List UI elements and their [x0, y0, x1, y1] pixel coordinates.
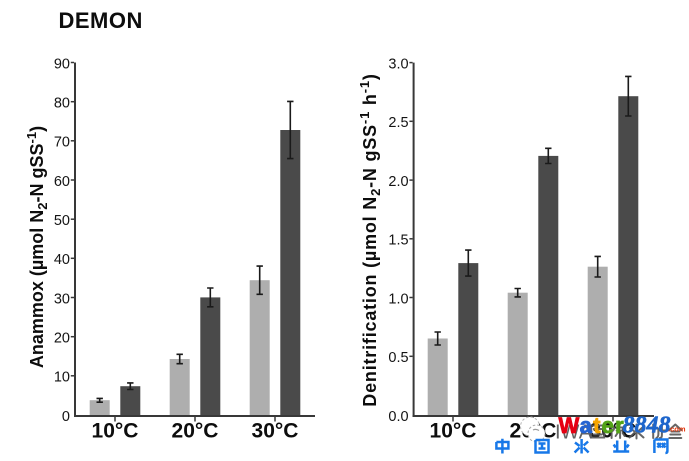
svg-text:0.0: 0.0	[388, 409, 408, 425]
svg-text:70: 70	[54, 135, 70, 151]
svg-text:Water: Water	[559, 413, 625, 438]
svg-text:DEMON: DEMON	[59, 8, 143, 33]
svg-text:1.5: 1.5	[388, 233, 408, 249]
svg-text:Denitrification (µmol N2-N gSS: Denitrification (µmol N2-N gSS-1 h-1)	[357, 73, 383, 406]
svg-text:2.5: 2.5	[388, 115, 408, 131]
svg-text:20: 20	[54, 331, 70, 347]
svg-text:1.0: 1.0	[388, 291, 408, 307]
svg-text:0.5: 0.5	[388, 350, 408, 366]
svg-text:90: 90	[54, 56, 70, 72]
svg-text:10: 10	[54, 370, 70, 386]
svg-text:30: 30	[54, 291, 70, 307]
svg-text:8848: 8848	[623, 413, 671, 439]
svg-text:0: 0	[62, 409, 70, 425]
svg-text:30°C: 30°C	[252, 420, 299, 443]
svg-text:2.0: 2.0	[388, 174, 408, 190]
svg-text:50: 50	[54, 213, 70, 229]
svg-text:.com: .com	[668, 425, 686, 434]
svg-text:20°C: 20°C	[172, 420, 219, 443]
svg-text:40: 40	[54, 252, 70, 268]
svg-text:Anammox (µmol N2-N gSS-1): Anammox (µmol N2-N gSS-1)	[24, 126, 50, 368]
svg-text:10°C: 10°C	[92, 420, 139, 443]
svg-text:IWA: IWA	[555, 422, 593, 444]
svg-text:3.0: 3.0	[388, 56, 408, 72]
svg-text:10°C: 10°C	[430, 420, 477, 443]
svg-text:60: 60	[54, 174, 70, 190]
svg-text:80: 80	[54, 96, 70, 112]
